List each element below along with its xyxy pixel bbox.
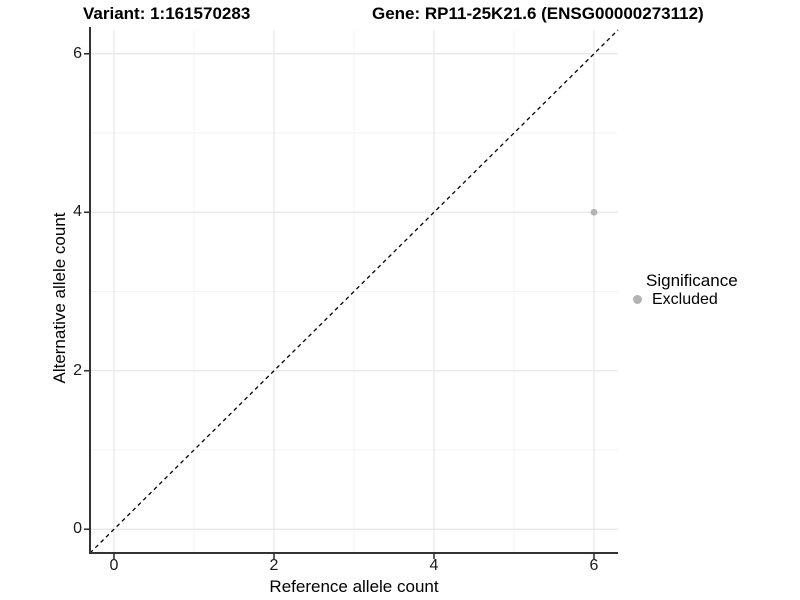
legend-title: Significance [646, 271, 738, 290]
legend-item-label: Excluded [652, 291, 718, 308]
x-tick-label-4: 4 [429, 557, 439, 574]
identity-dashed-line [89, 29, 619, 554]
y-axis-title: Alternative allele count [50, 212, 69, 384]
plot-title-variant: Variant: 1:161570283 [83, 4, 251, 23]
y-tick-label-6: 6 [73, 45, 82, 62]
y-tick-label-2: 2 [73, 362, 82, 379]
y-tick-label-4: 4 [73, 203, 82, 220]
y-tick-label-0: 0 [73, 520, 82, 537]
x-tick-label-0: 0 [109, 557, 119, 574]
x-axis-title: Reference allele count [269, 577, 439, 596]
x-tick-label-6: 6 [589, 557, 599, 574]
legend-point-icon [633, 295, 642, 304]
x-tick-label-2: 2 [269, 557, 279, 574]
plot-title-gene: Gene: RP11-25K21.6 (ENSG00000273112) [372, 4, 704, 23]
data-point [590, 208, 598, 216]
